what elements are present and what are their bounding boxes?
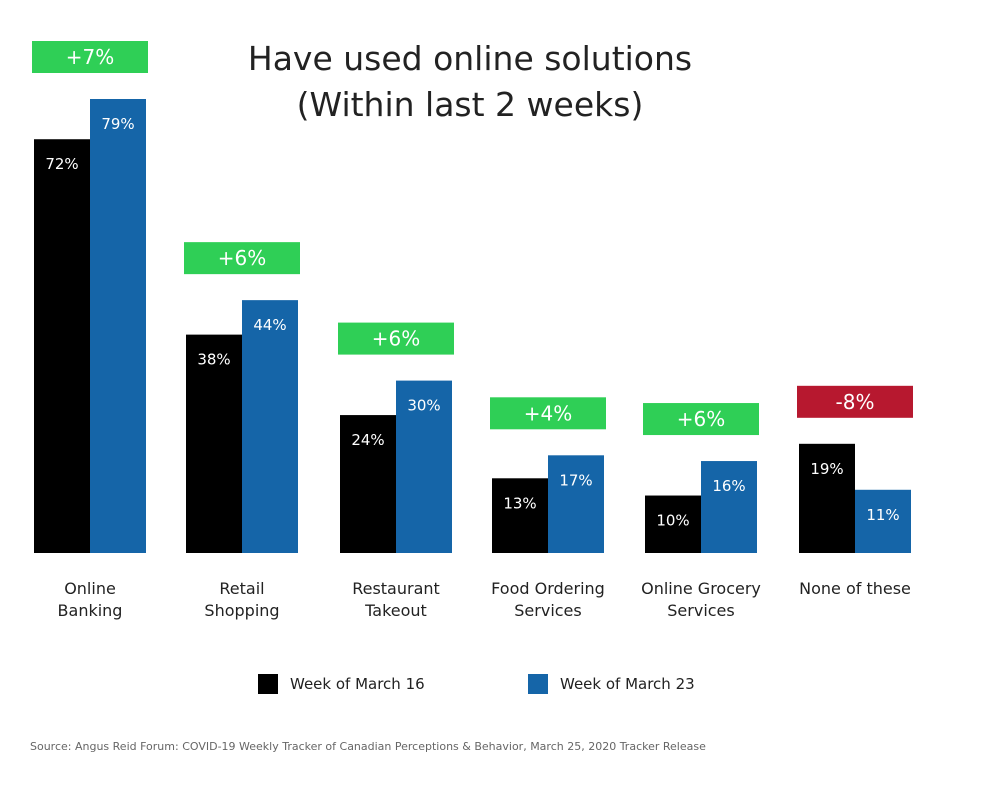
bar-march-16-1 [186, 334, 242, 553]
category-label-3-line-0: Food Ordering [491, 579, 605, 598]
category-label-4-line-0: Online Grocery [641, 579, 761, 598]
bar-march-16-5 [799, 443, 855, 553]
category-label-4-line-1: Services [667, 601, 734, 620]
legend-item-week-march-16: Week of March 16 [258, 674, 425, 694]
change-label-4: +6% [677, 407, 726, 431]
change-badge-3 [490, 397, 606, 430]
data-label-march-16-3: 13% [503, 494, 536, 512]
data-label-march-23-0: 79% [101, 115, 134, 133]
bar-march-16-2 [340, 415, 396, 553]
data-label-march-23-1: 44% [253, 316, 286, 334]
change-badge-5 [797, 385, 913, 418]
bar-march-23-1 [242, 300, 298, 553]
data-label-march-16-1: 38% [197, 351, 230, 369]
legend-label-march-16: Week of March 16 [290, 675, 425, 693]
bar-march-23-2 [396, 380, 452, 553]
bar-march-23-3 [548, 455, 604, 553]
data-label-march-23-5: 11% [866, 506, 899, 524]
change-label-1: +6% [218, 246, 267, 270]
legend-label-march-23: Week of March 23 [560, 675, 695, 693]
category-label-1-line-0: Retail [219, 579, 264, 598]
change-badge-0 [32, 41, 148, 73]
source-note: Source: Angus Reid Forum: COVID-19 Weekl… [30, 740, 706, 753]
bar-march-16-3 [492, 478, 548, 553]
legend-swatch-march-23 [528, 674, 548, 694]
change-badge-2 [338, 322, 454, 355]
data-label-march-16-0: 72% [45, 155, 78, 173]
bar-march-16-4 [645, 495, 701, 553]
category-label-2-line-1: Takeout [364, 601, 427, 620]
bar-march-23-5 [855, 489, 911, 553]
chart-subtitle: (Within last 2 weeks) [296, 85, 644, 124]
change-label-0: +7% [66, 45, 115, 69]
bar-march-23-0 [90, 99, 146, 553]
bar-chart: 72% 79% +7% Online Banking 38% 44% +6% Retail Sho… [32, 41, 913, 620]
change-label-3: +4% [524, 401, 573, 425]
data-label-march-23-2: 30% [407, 397, 440, 415]
category-label-1-line-1: Shopping [204, 601, 279, 620]
category-label-3-line-1: Services [514, 601, 581, 620]
change-badge-4 [643, 403, 759, 436]
bar-march-23-4 [701, 461, 757, 553]
legend-item-week-march-23: Week of March 23 [528, 674, 695, 694]
change-label-2: +6% [372, 327, 421, 351]
category-label-0-line-1: Banking [58, 601, 123, 620]
category-label-5-line-0: None of these [799, 579, 911, 598]
data-label-march-23-3: 17% [559, 471, 592, 489]
legend-swatch-march-16 [258, 674, 278, 694]
change-label-5: -8% [836, 390, 875, 414]
data-label-march-16-4: 10% [656, 512, 689, 530]
data-label-march-16-2: 24% [351, 431, 384, 449]
data-label-march-16-5: 19% [810, 460, 843, 478]
category-label-0-line-0: Online [64, 579, 116, 598]
category-label-2-line-0: Restaurant [352, 579, 440, 598]
bar-march-16-0 [34, 139, 90, 553]
chart-title: Have used online solutions [247, 39, 693, 78]
change-badge-1 [184, 242, 300, 275]
data-label-march-23-4: 16% [712, 477, 745, 495]
